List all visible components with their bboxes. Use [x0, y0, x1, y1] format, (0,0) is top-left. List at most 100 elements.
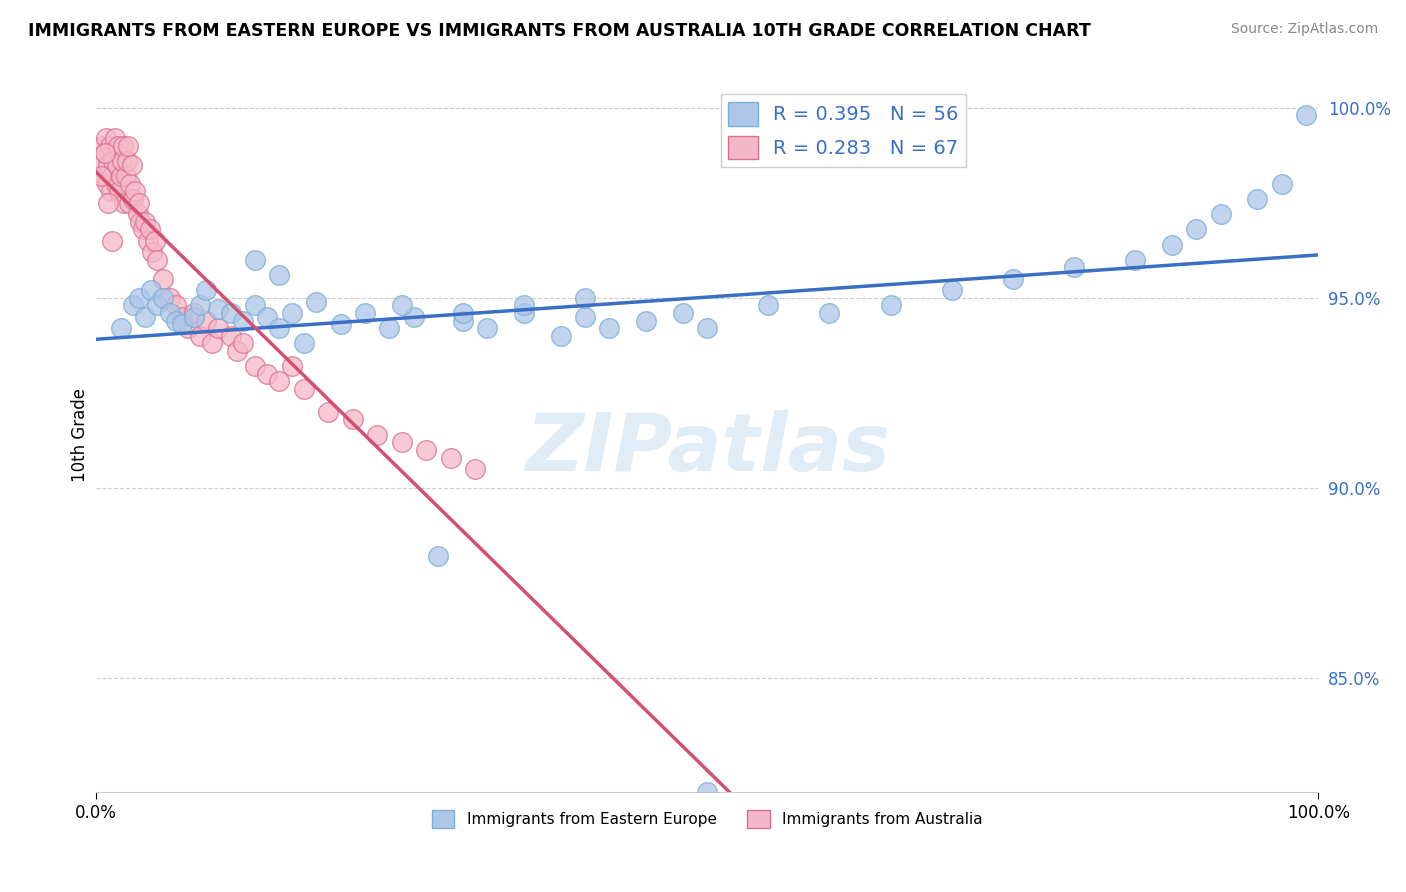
Point: [256, 367, 278, 381]
Text: Source: ZipAtlas.com: Source: ZipAtlas.com: [1230, 22, 1378, 37]
Point: [1001, 272, 1024, 286]
Point: [152, 291, 174, 305]
Point: [124, 185, 146, 199]
Point: [141, 283, 163, 297]
Point: [177, 321, 200, 335]
Point: [1185, 222, 1208, 236]
Y-axis label: 10th Grade: 10th Grade: [72, 388, 89, 482]
Point: [329, 318, 352, 332]
Point: [513, 306, 536, 320]
Point: [696, 321, 718, 335]
Point: [93, 146, 115, 161]
Point: [129, 215, 152, 229]
Point: [366, 427, 388, 442]
Point: [1295, 108, 1317, 122]
Point: [342, 412, 364, 426]
Legend: Immigrants from Eastern Europe, Immigrants from Australia: Immigrants from Eastern Europe, Immigran…: [426, 804, 988, 834]
Point: [165, 314, 187, 328]
Point: [292, 336, 315, 351]
Point: [143, 234, 166, 248]
Text: ZIPatlas: ZIPatlas: [524, 410, 890, 488]
Point: [121, 298, 143, 312]
Point: [696, 785, 718, 799]
Point: [96, 177, 118, 191]
Point: [134, 215, 156, 229]
Point: [269, 375, 291, 389]
Point: [232, 336, 254, 351]
Point: [201, 336, 224, 351]
Point: [1271, 177, 1294, 191]
Point: [269, 268, 291, 282]
Point: [98, 139, 121, 153]
Point: [101, 234, 124, 248]
Point: [219, 306, 242, 320]
Point: [550, 329, 572, 343]
Point: [131, 222, 153, 236]
Point: [672, 306, 695, 320]
Point: [415, 442, 437, 457]
Point: [402, 310, 425, 324]
Point: [318, 405, 340, 419]
Point: [207, 302, 229, 317]
Point: [89, 158, 111, 172]
Point: [391, 298, 413, 312]
Point: [93, 169, 115, 184]
Point: [1160, 237, 1182, 252]
Point: [292, 382, 315, 396]
Point: [1063, 260, 1085, 275]
Point: [103, 154, 125, 169]
Point: [188, 298, 211, 312]
Point: [427, 549, 450, 564]
Point: [159, 306, 181, 320]
Point: [391, 435, 413, 450]
Point: [128, 195, 150, 210]
Point: [464, 462, 486, 476]
Point: [103, 131, 125, 145]
Point: [243, 252, 266, 267]
Point: [114, 169, 136, 184]
Point: [108, 185, 131, 199]
Point: [477, 321, 499, 335]
Point: [111, 154, 134, 169]
Point: [121, 158, 143, 172]
Point: [305, 294, 328, 309]
Point: [90, 169, 112, 184]
Point: [170, 310, 193, 324]
Point: [243, 298, 266, 312]
Point: [115, 154, 138, 169]
Point: [183, 306, 205, 320]
Point: [207, 321, 229, 335]
Point: [136, 234, 159, 248]
Point: [170, 318, 193, 332]
Point: [280, 359, 302, 374]
Point: [97, 158, 120, 172]
Point: [225, 344, 247, 359]
Point: [280, 306, 302, 320]
Point: [110, 321, 132, 335]
Point: [354, 306, 377, 320]
Point: [101, 169, 124, 184]
Point: [107, 139, 129, 153]
Point: [104, 177, 127, 191]
Point: [118, 195, 141, 210]
Point: [183, 310, 205, 324]
Point: [141, 245, 163, 260]
Point: [378, 321, 401, 335]
Point: [146, 252, 169, 267]
Point: [110, 169, 132, 184]
Point: [636, 314, 658, 328]
Point: [188, 329, 211, 343]
Point: [91, 139, 114, 153]
Point: [451, 314, 474, 328]
Point: [879, 298, 901, 312]
Point: [756, 298, 779, 312]
Point: [146, 298, 169, 312]
Text: IMMIGRANTS FROM EASTERN EUROPE VS IMMIGRANTS FROM AUSTRALIA 10TH GRADE CORRELATI: IMMIGRANTS FROM EASTERN EUROPE VS IMMIGR…: [28, 22, 1091, 40]
Point: [195, 283, 218, 297]
Point: [256, 310, 278, 324]
Point: [139, 222, 162, 236]
Point: [219, 329, 242, 343]
Point: [128, 291, 150, 305]
Point: [574, 291, 596, 305]
Point: [127, 207, 149, 221]
